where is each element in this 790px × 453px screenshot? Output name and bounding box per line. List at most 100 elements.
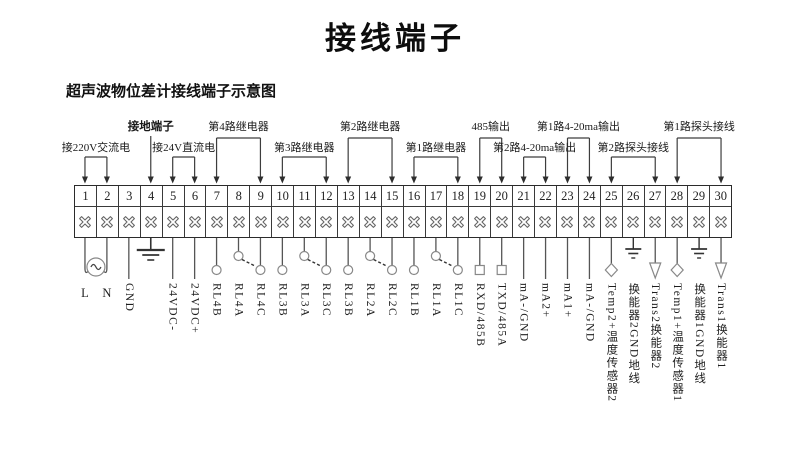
screw-terminal-icon — [601, 207, 622, 237]
terminal-cell: 5 — [162, 186, 185, 237]
terminal-number: 21 — [513, 186, 535, 207]
relay-contact-icon — [343, 264, 354, 276]
terminal-number: 16 — [403, 186, 425, 207]
terminal-cell: 12 — [315, 186, 338, 237]
terminal-label: Temp1+温度传感器1 — [671, 283, 684, 403]
terminal-cell: 21 — [513, 186, 536, 237]
temp-sensor-diamond-icon — [604, 262, 619, 278]
screw-terminal-icon — [579, 207, 600, 237]
terminal-number: 18 — [447, 186, 469, 207]
terminal-number: 29 — [688, 186, 710, 207]
screw-terminal-icon — [163, 207, 184, 237]
terminal-label: TXD/485A — [495, 283, 508, 348]
annotation-label: 第4路继电器 — [208, 121, 269, 133]
terminal-number: 8 — [228, 186, 250, 207]
terminal-cell: 19 — [469, 186, 492, 237]
terminal-number: 7 — [206, 186, 228, 207]
terminal-strip: 1 2 3 4 5 6 7 8 9 10 11 12 13 14 15 16 17 18 19 20 21 22 23 24 2… — [74, 185, 732, 238]
terminal-label: 换能器2GND地线 — [627, 283, 640, 385]
terminal-cell: 25 — [600, 186, 623, 237]
screw-terminal-icon — [382, 207, 403, 237]
annotation-label: 接220V交流电 — [61, 142, 131, 154]
screw-terminal-icon — [272, 207, 293, 237]
screw-terminal-icon — [513, 207, 534, 237]
screw-terminal-icon — [228, 207, 249, 237]
screw-terminal-icon — [250, 207, 271, 237]
terminal-label: RL1C — [451, 283, 464, 318]
screw-terminal-icon — [338, 207, 359, 237]
terminal-cell: 29 — [688, 186, 711, 237]
terminal-label: 换能器1GND地线 — [693, 283, 706, 385]
annotation-label: 第1路继电器 — [405, 142, 467, 154]
annotation-label: 485输出 — [471, 121, 510, 133]
transducer-arrow-icon — [648, 262, 662, 280]
page-title: 接线端子 — [325, 21, 465, 56]
terminal-number: 13 — [337, 186, 359, 207]
terminal-number: 30 — [710, 186, 732, 207]
terminal-number: 15 — [381, 186, 403, 207]
relay-pivot-contact-icon — [233, 250, 244, 262]
terminal-number: 2 — [96, 186, 118, 207]
terminal-cell: 6 — [184, 186, 207, 237]
annotation-label: 接24V直流电 — [152, 142, 216, 154]
screw-terminal-icon — [710, 207, 731, 237]
terminal-cell: 30 — [710, 186, 732, 237]
terminal-cell: 14 — [359, 186, 382, 237]
terminal-label: RL4B — [210, 283, 223, 318]
terminal-label: Trans2换能器2 — [649, 283, 662, 370]
terminal-label: mA1+ — [561, 283, 574, 319]
terminal-label: 24VDC- — [166, 283, 179, 332]
terminal-number: 6 — [184, 186, 206, 207]
terminal-label: RL3B — [276, 283, 289, 318]
terminal-number: 25 — [600, 186, 622, 207]
terminal-number: 11 — [294, 186, 315, 207]
screw-terminal-icon — [469, 207, 490, 237]
screw-terminal-icon — [404, 207, 425, 237]
screw-terminal-icon — [666, 207, 687, 237]
terminal-label: RL3A — [298, 283, 311, 318]
terminal-number: 4 — [140, 186, 162, 207]
transducer-arrow-icon — [714, 262, 728, 280]
terminal-label: GND — [122, 283, 135, 313]
screw-terminal-icon — [316, 207, 337, 237]
terminal-label: RL1B — [407, 283, 420, 318]
terminal-cell: 4 — [140, 186, 163, 237]
terminal-cell: 11 — [294, 186, 316, 237]
relay-pivot-contact-icon — [299, 250, 310, 262]
terminal-number: 24 — [578, 186, 600, 207]
terminal-cell: 16 — [403, 186, 426, 237]
screw-terminal-icon — [360, 207, 381, 237]
terminal-cell: 17 — [425, 186, 448, 237]
annotation-label: 第2路继电器 — [339, 121, 401, 133]
terminal-label: RXD/485B — [473, 283, 486, 348]
annotation-label: 第1路4-20ma输出 — [536, 121, 621, 133]
screw-terminal-icon — [75, 207, 96, 237]
screw-terminal-icon — [97, 207, 118, 237]
rs485-connector-icon — [496, 264, 507, 276]
terminal-label: RL4C — [254, 283, 267, 318]
terminal-cell: 24 — [578, 186, 601, 237]
terminal-label: mA2+ — [539, 283, 552, 319]
terminal-cell: 27 — [644, 186, 667, 237]
terminal-cell: 18 — [447, 186, 470, 237]
screw-terminal-icon — [535, 207, 556, 237]
terminal-label: RL3B — [342, 283, 355, 318]
relay-pivot-contact-icon — [430, 250, 441, 262]
screw-terminal-icon — [119, 207, 140, 237]
screw-terminal-icon — [141, 207, 162, 237]
terminal-cell: 22 — [535, 186, 557, 237]
terminal-label: RL2A — [364, 283, 377, 318]
relay-contact-icon — [255, 264, 266, 276]
terminal-cell: 7 — [206, 186, 229, 237]
terminal-label: RL4A — [232, 283, 245, 318]
annotation-label: 第2路4-20ma输出 — [493, 142, 577, 154]
terminal-number: 12 — [315, 186, 337, 207]
terminal-cell: 20 — [491, 186, 514, 237]
terminal-number: 20 — [491, 186, 513, 207]
screw-terminal-icon — [645, 207, 666, 237]
ac-source-icon — [84, 238, 108, 277]
terminal-label: Trans1换能器1 — [715, 283, 728, 370]
terminal-number: 10 — [272, 186, 294, 207]
relay-contact-icon — [452, 264, 463, 276]
